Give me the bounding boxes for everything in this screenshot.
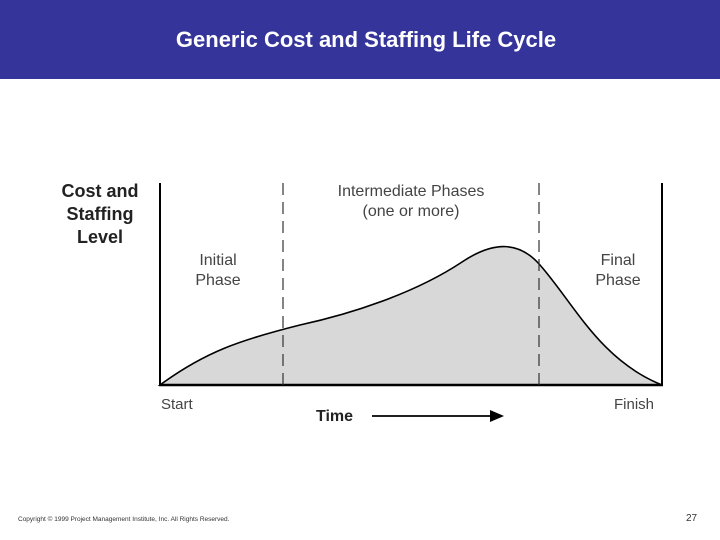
title-bar: Generic Cost and Staffing Life Cycle — [0, 0, 720, 79]
final-phase-label: Final Phase — [578, 251, 658, 291]
y-label-line: Level — [76, 227, 124, 247]
phase-label-line: (one or more) — [362, 203, 460, 220]
time-label: Time — [316, 408, 354, 425]
slide-title: Generic Cost and Staffing Life Cycle — [175, 27, 557, 52]
phase-label-line: Initial — [199, 252, 237, 269]
copyright-notice: Copyright © 1999 Project Management Inst… — [18, 516, 230, 523]
start-label: Start — [161, 396, 193, 413]
y-label-line: Cost and — [61, 181, 139, 201]
finish-label: Finish — [614, 396, 655, 413]
phase-label-line: Phase — [195, 272, 241, 289]
phase-label-line: Phase — [595, 272, 641, 289]
page-number: 27 — [686, 513, 698, 524]
time-arrow-head — [490, 410, 504, 422]
y-axis-label: Cost and Staffing Level — [40, 180, 160, 249]
phase-label-line: Final — [600, 252, 636, 269]
y-label-line: Staffing — [66, 204, 134, 224]
initial-phase-label: Initial Phase — [178, 251, 258, 291]
intermediate-phases-label: Intermediate Phases (one or more) — [300, 182, 522, 222]
cost-staffing-curve — [157, 245, 663, 386]
phase-label-line: Intermediate Phases — [337, 183, 485, 200]
